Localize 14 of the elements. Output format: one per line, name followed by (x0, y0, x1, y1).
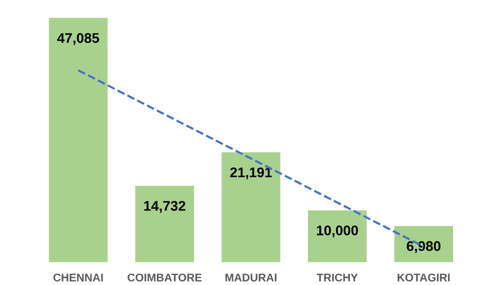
x-tick-label: KOTAGIRI (398, 274, 450, 282)
bar (135, 186, 194, 262)
bar (48, 18, 108, 262)
data-label: 21,191 (230, 167, 272, 180)
bar (308, 210, 367, 262)
data-label: 14,732 (144, 200, 186, 213)
bar (222, 152, 280, 262)
x-tick-label: TRICHY (316, 274, 358, 282)
data-label: 10,000 (316, 226, 358, 238)
x-tick-label: COIMBATORE (128, 274, 202, 282)
data-label: 6,980 (406, 241, 440, 254)
x-tick-label: CHENNAI (53, 274, 103, 282)
x-tick-label: MADURAI (225, 274, 276, 282)
data-label: 47,085 (57, 33, 100, 45)
